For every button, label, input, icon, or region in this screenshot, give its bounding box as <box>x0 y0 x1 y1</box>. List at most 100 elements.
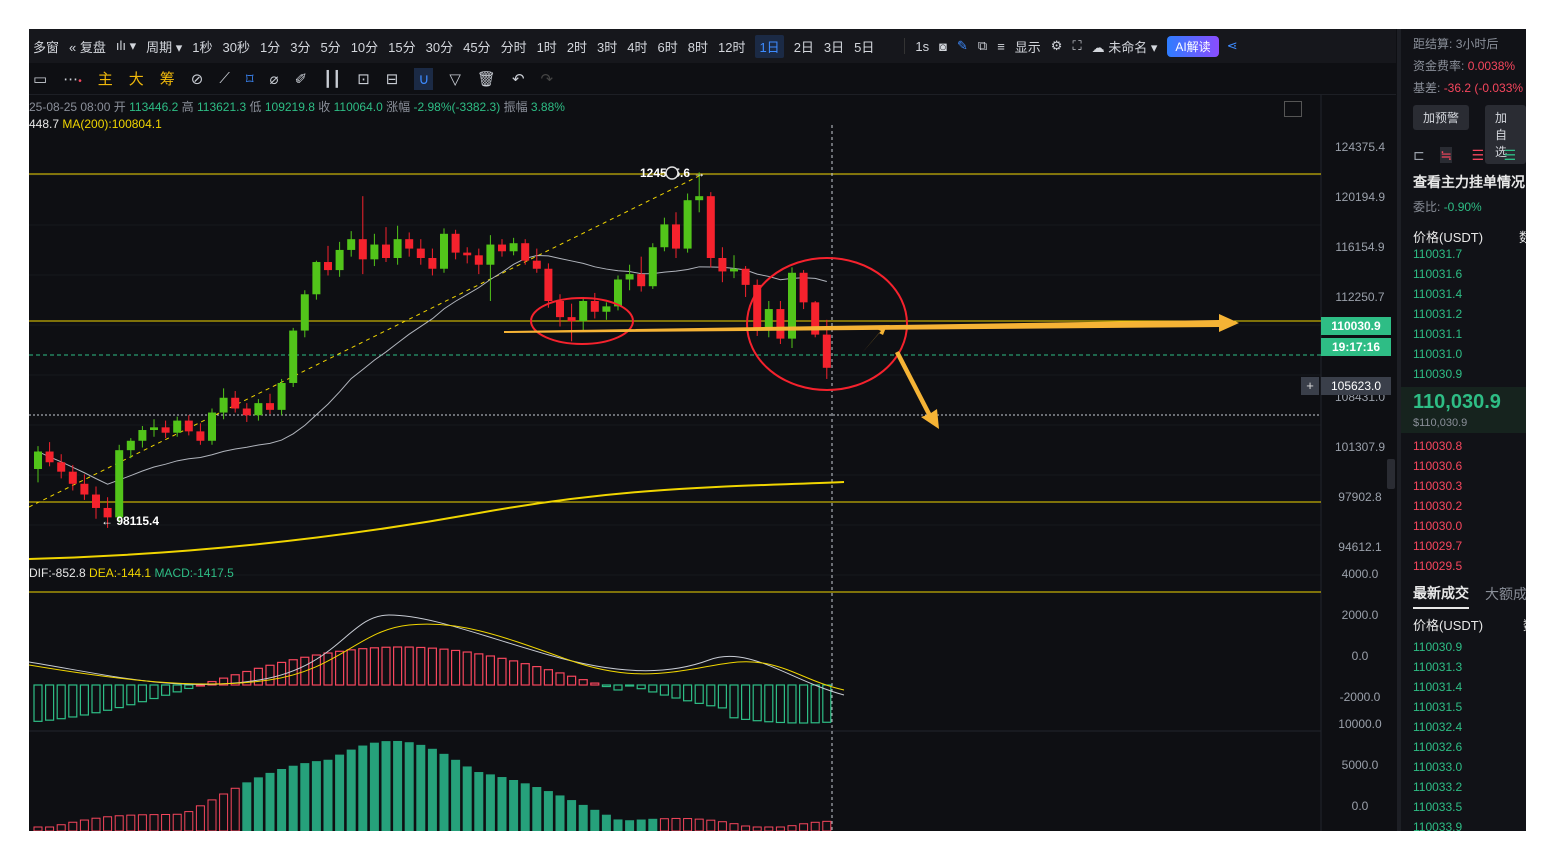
filter-icon[interactable]: ▽ <box>449 70 461 88</box>
cloud-template-dropdown[interactable]: ☁ 未命名 ▾ <box>1091 39 1158 55</box>
fullscreen-icon[interactable]: ⛶ <box>1072 38 1082 53</box>
interval-1s[interactable]: 1秒 <box>192 39 213 55</box>
redo-icon[interactable]: ↷ <box>540 70 554 88</box>
interval-3m[interactable]: 3分 <box>290 39 311 55</box>
candles-icon[interactable]: ┃┃ <box>323 70 342 88</box>
tab-latest-trades[interactable]: 最新成交 <box>1413 583 1469 609</box>
interval-4h[interactable]: 4时 <box>627 39 648 55</box>
interval-3h[interactable]: 3时 <box>597 39 618 55</box>
delete-icon[interactable]: 🗑 <box>476 70 496 88</box>
trade-row[interactable]: 110030.9 <box>1413 640 1463 654</box>
chip-indicator-button[interactable]: 筹 <box>159 71 175 88</box>
trade-row[interactable]: 110033.2 <box>1413 780 1463 794</box>
lock-icon[interactable]: ⊡ <box>357 70 370 88</box>
trade-row[interactable]: 110031.3 <box>1413 660 1463 674</box>
pen-icon[interactable]: ✎ <box>956 38 968 53</box>
orderbook-row[interactable]: 110030.2 <box>1413 499 1463 513</box>
volume-bar <box>195 805 205 831</box>
orderbook-row[interactable]: 110031.2 <box>1413 307 1463 321</box>
interval-12h[interactable]: 12时 <box>717 39 746 55</box>
trade-row[interactable]: 110032.4 <box>1413 720 1463 734</box>
draw-tool-icon[interactable]: ⟋ <box>219 70 230 87</box>
add-alert-icon[interactable]: + <box>1301 377 1319 395</box>
macd-bar <box>219 677 229 686</box>
add-watchlist-button[interactable]: 加自选 <box>1485 105 1526 164</box>
trade-row[interactable]: 110033.5 <box>1413 800 1463 814</box>
orderbook-row[interactable]: 110030.3 <box>1413 479 1463 493</box>
orderbook-row[interactable]: 110031.1 <box>1413 327 1463 341</box>
interval-10m[interactable]: 10分 <box>350 39 379 55</box>
ruler-icon[interactable]: ⌀ <box>269 70 279 88</box>
chart-canvas[interactable]: 124575.6 →← 98115.4 <box>29 95 1396 831</box>
add-alert-button[interactable]: 加预警 <box>1413 105 1470 130</box>
more-icon[interactable]: ⋯• <box>63 70 82 88</box>
bookmark-icon[interactable]: ⌑ <box>245 70 254 88</box>
orderbook-view-icons[interactable]: ⊏ ≒ ☰ ☰ <box>1413 147 1517 163</box>
interval-1s-alt[interactable]: 1s <box>915 38 930 54</box>
candle-body <box>173 420 182 433</box>
chart-type-icon[interactable]: ılı ▾ <box>115 38 137 53</box>
interval-1d[interactable]: 1日 <box>755 34 784 58</box>
rectangle-icon[interactable]: ▭ <box>33 70 48 88</box>
macd-bar <box>601 684 612 688</box>
interval-3d[interactable]: 3日 <box>823 39 845 55</box>
interval-5m[interactable]: 5分 <box>320 39 341 55</box>
orderbook-row[interactable]: 110030.9 <box>1413 367 1463 381</box>
interval-5d[interactable]: 5日 <box>854 39 875 55</box>
interval-15m[interactable]: 15分 <box>388 39 416 55</box>
layout-icon[interactable]: ⧉ <box>977 38 988 53</box>
undo-icon[interactable]: ↶ <box>511 70 525 88</box>
main-orders-title[interactable]: 查看主力挂单情况 <box>1413 174 1525 190</box>
template-name: 未命名 <box>1108 39 1148 55</box>
interval-8h[interactable]: 8时 <box>687 39 708 55</box>
share-icon[interactable]: ⋖ <box>1226 38 1238 53</box>
volume-bar <box>439 753 449 831</box>
interval-6h[interactable]: 6时 <box>657 39 678 55</box>
camera-icon[interactable]: ◙ <box>939 38 947 54</box>
volume-bar <box>149 814 159 831</box>
trade-row[interactable]: 110033.0 <box>1413 760 1463 774</box>
interval-30s[interactable]: 30秒 <box>222 39 250 55</box>
orderbook-row[interactable]: 110031.7 <box>1413 247 1463 261</box>
big-indicator-button[interactable]: 大 <box>128 71 144 88</box>
trade-row[interactable]: 110031.5 <box>1413 700 1463 714</box>
orderbook-row[interactable]: 110031.0 <box>1413 347 1463 361</box>
candle-body <box>799 272 808 303</box>
orderbook-row[interactable]: 110030.6 <box>1413 459 1463 473</box>
note-icon[interactable]: ⊟ <box>385 70 399 88</box>
interval-45m[interactable]: 45分 <box>463 39 491 55</box>
trade-row[interactable]: 110032.6 <box>1413 740 1463 754</box>
orderbook-row[interactable]: 110029.7 <box>1413 539 1463 553</box>
magnet-icon[interactable]: ∪ <box>414 67 434 90</box>
arrow-right <box>504 314 1239 333</box>
trade-row[interactable]: 110033.9 <box>1413 820 1463 831</box>
volume-bar <box>555 795 565 831</box>
menu-icon[interactable]: ≡ <box>997 38 1005 54</box>
trade-row[interactable]: 110031.4 <box>1413 680 1463 694</box>
expand-chart-icon[interactable] <box>1284 101 1302 117</box>
trade-qty-header: 数 <box>1523 615 1526 634</box>
main-indicator-button[interactable]: 主 <box>97 71 113 88</box>
orderbook-row[interactable]: 110031.4 <box>1413 287 1463 301</box>
interval-30m[interactable]: 30分 <box>425 39 454 55</box>
orderbook-row[interactable]: 110031.6 <box>1413 267 1463 281</box>
interval-timeshare[interactable]: 分时 <box>500 39 527 55</box>
indicator-icon[interactable]: ⊘ <box>190 70 204 88</box>
brush-icon[interactable]: ✐ <box>294 70 308 88</box>
interval-1h[interactable]: 1时 <box>536 39 557 55</box>
collapse-panel-handle[interactable] <box>1387 459 1395 489</box>
settings-icon[interactable]: ⚙ <box>1050 38 1063 53</box>
display-button[interactable]: 显示 <box>1014 39 1041 55</box>
tab-big-trades[interactable]: 大额成交 <box>1485 586 1526 602</box>
replay-button[interactable]: « 复盘 <box>69 39 106 55</box>
orderbook-row[interactable]: 110029.5 <box>1413 559 1463 573</box>
multi-window-button[interactable]: 多窗 <box>33 39 60 55</box>
interval-2d[interactable]: 2日 <box>793 39 814 55</box>
macd-bar <box>161 684 171 696</box>
period-dropdown[interactable]: 周期 ▾ <box>146 39 183 55</box>
orderbook-row[interactable]: 110030.0 <box>1413 519 1463 533</box>
interval-2h[interactable]: 2时 <box>566 39 588 55</box>
orderbook-row[interactable]: 110030.8 <box>1413 439 1463 453</box>
interval-1m[interactable]: 1分 <box>259 39 281 55</box>
ai-analysis-button[interactable]: AI解读 <box>1167 35 1219 57</box>
